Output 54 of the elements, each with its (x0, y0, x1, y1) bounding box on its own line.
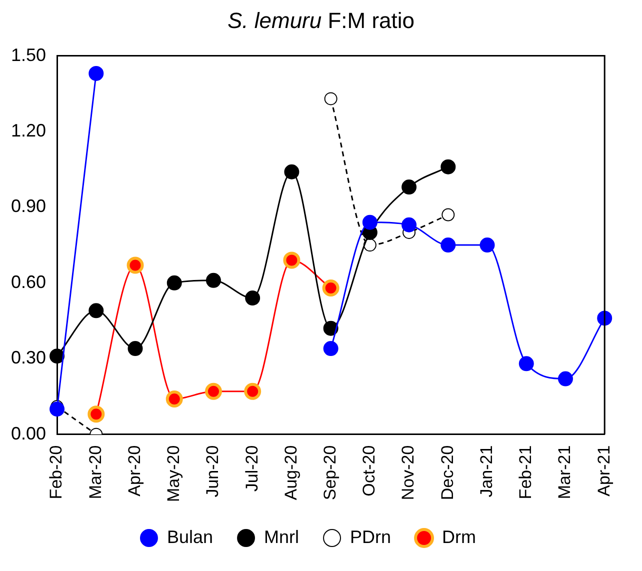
x-tick-label: Sep-20 (320, 445, 340, 500)
x-tick-label: Feb-20 (46, 445, 66, 500)
point (480, 238, 495, 253)
point (244, 382, 262, 400)
x-tick-label: Aug-20 (281, 445, 300, 500)
y-tick-label: 0.30 (10, 348, 46, 368)
point (402, 217, 417, 232)
point (518, 356, 534, 372)
x-tick-label: Jan-21 (476, 445, 496, 498)
x-tick-label: May-20 (164, 445, 184, 502)
x-tick-label: Jun-20 (203, 445, 222, 498)
legend-label: Drm (442, 526, 476, 547)
x-tick-label: Apr-20 (124, 445, 144, 496)
point (283, 252, 300, 269)
x-tick-label: Mar-20 (86, 445, 105, 500)
point (166, 275, 182, 290)
point (88, 66, 104, 81)
point (204, 382, 222, 400)
point (245, 290, 260, 306)
x-tick-label: Jul-20 (242, 445, 262, 492)
x-tick-label: Dec-20 (438, 445, 457, 500)
point (166, 390, 183, 408)
legend-label: PDrn (350, 526, 392, 547)
y-tick-label: 0.00 (10, 423, 46, 444)
point (440, 238, 456, 253)
legend-label: Bulan (166, 526, 214, 547)
point (128, 341, 143, 356)
x-tick-label: Oct-20 (360, 445, 379, 496)
point (284, 164, 300, 180)
point (402, 180, 417, 195)
y-tick-label: 1.50 (10, 44, 46, 65)
point (50, 348, 65, 364)
point (126, 256, 144, 274)
point (88, 406, 105, 423)
y-tick-label: 0.60 (10, 272, 46, 292)
point (442, 208, 455, 222)
y-tick-label: 1.20 (10, 120, 46, 140)
point (50, 402, 65, 417)
x-tick-label: Feb-21 (516, 445, 536, 500)
point (324, 92, 338, 106)
point (362, 214, 378, 230)
x-tick-label: Nov-20 (398, 445, 418, 500)
point (322, 279, 340, 296)
point (88, 303, 104, 318)
x-tick-label: Mar-21 (555, 445, 574, 500)
legend-label: Mnrl (264, 526, 300, 547)
point (440, 159, 456, 174)
point (206, 272, 221, 288)
y-tick-label: 0.90 (10, 196, 46, 216)
point (558, 371, 573, 386)
point (323, 320, 338, 336)
x-tick-label: Apr-21 (594, 445, 614, 496)
point (323, 341, 338, 356)
chart-title: S. lemuru F:M ratio (226, 8, 416, 34)
